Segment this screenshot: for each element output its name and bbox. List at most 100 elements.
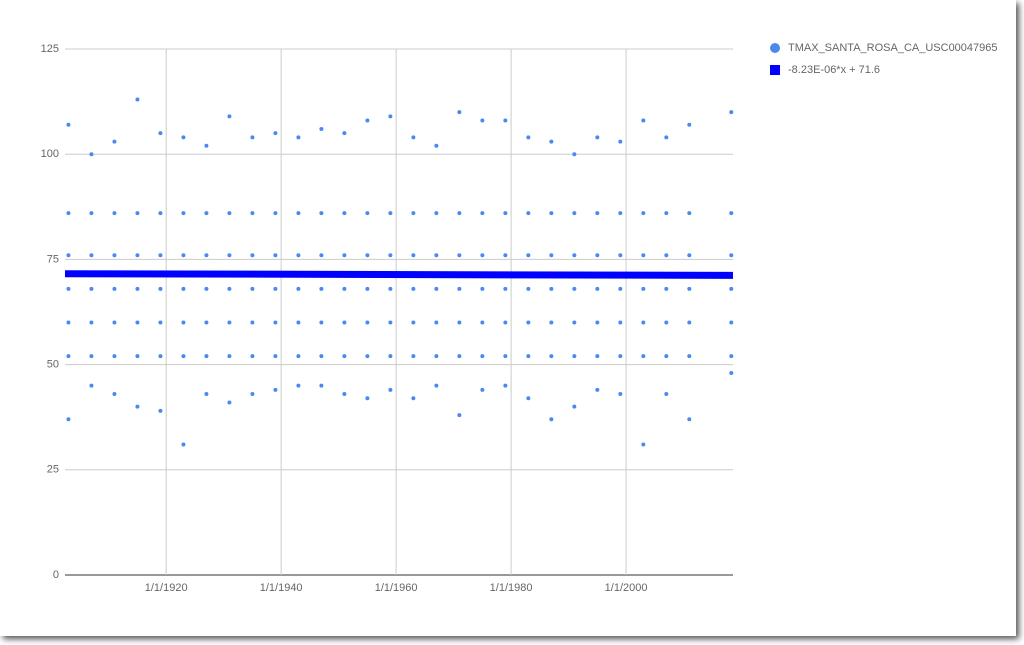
data-point [204,354,209,359]
data-point [227,211,232,216]
data-point [388,286,393,291]
data-point [181,286,186,291]
data-point [687,253,692,258]
data-point [135,97,140,102]
data-point [664,320,669,325]
data-point [388,354,393,359]
trend-line [64,270,734,279]
data-point [365,396,370,401]
data-point [158,211,163,216]
data-point [158,131,163,136]
y-tick-label: 0 [53,569,59,581]
data-point [503,320,508,325]
data-point [480,118,485,123]
data-point [135,211,140,216]
data-point [572,320,577,325]
data-point [66,417,71,422]
data-point [641,118,646,123]
data-point [365,118,370,123]
data-point [687,354,692,359]
data-point [342,286,347,291]
data-point [664,135,669,140]
data-point [687,417,692,422]
legend-label: -8.23E-06*x + 71.6 [788,64,880,76]
data-point [296,211,301,216]
data-point [388,320,393,325]
data-point [319,383,324,388]
data-point [365,320,370,325]
data-point [66,354,71,359]
data-point [526,396,531,401]
data-point [641,442,646,447]
y-tick-label: 25 [47,464,59,476]
data-point [273,387,278,392]
data-point [181,135,186,140]
data-point [135,404,140,409]
data-point [342,320,347,325]
data-point [729,371,734,376]
data-point [204,253,209,258]
data-point [480,211,485,216]
data-point [549,253,554,258]
data-point [457,354,462,359]
data-point [273,320,278,325]
data-point [181,253,186,258]
data-point [641,320,646,325]
x-tick-label: 1/1/1960 [375,582,418,594]
data-point [618,139,623,144]
data-point [342,211,347,216]
data-point [549,139,554,144]
data-point [250,135,255,140]
data-point [250,211,255,216]
y-tick-label: 50 [47,359,59,371]
data-point [296,320,301,325]
data-point [158,320,163,325]
data-point [572,404,577,409]
data-point [296,253,301,258]
data-point [273,211,278,216]
data-point [296,354,301,359]
data-point [388,253,393,258]
data-point [549,320,554,325]
data-point [411,211,416,216]
data-point [342,392,347,397]
data-point [342,131,347,136]
data-point [572,253,577,258]
data-point [365,211,370,216]
data-point [526,286,531,291]
data-point [89,286,94,291]
data-point [89,211,94,216]
data-point [112,392,117,397]
data-point [89,253,94,258]
data-point [526,135,531,140]
data-point [89,354,94,359]
data-point [158,253,163,258]
data-point [388,211,393,216]
data-point [112,320,117,325]
data-point [618,211,623,216]
y-tick-label: 100 [41,148,59,160]
data-point [618,286,623,291]
data-point [503,253,508,258]
data-point [618,253,623,258]
data-point [549,417,554,422]
y-tick-label: 75 [47,253,59,265]
data-point [204,320,209,325]
data-point [181,320,186,325]
data-point [250,392,255,397]
y-tick-label: 125 [41,43,59,55]
data-point [664,392,669,397]
data-point [319,211,324,216]
data-point [273,354,278,359]
data-point [503,383,508,388]
data-point [480,354,485,359]
data-point [457,413,462,418]
data-point [273,253,278,258]
x-tick-label: 1/1/1920 [145,582,188,594]
data-point [572,152,577,157]
data-point [296,383,301,388]
data-point [227,320,232,325]
data-point [89,320,94,325]
data-point [250,253,255,258]
